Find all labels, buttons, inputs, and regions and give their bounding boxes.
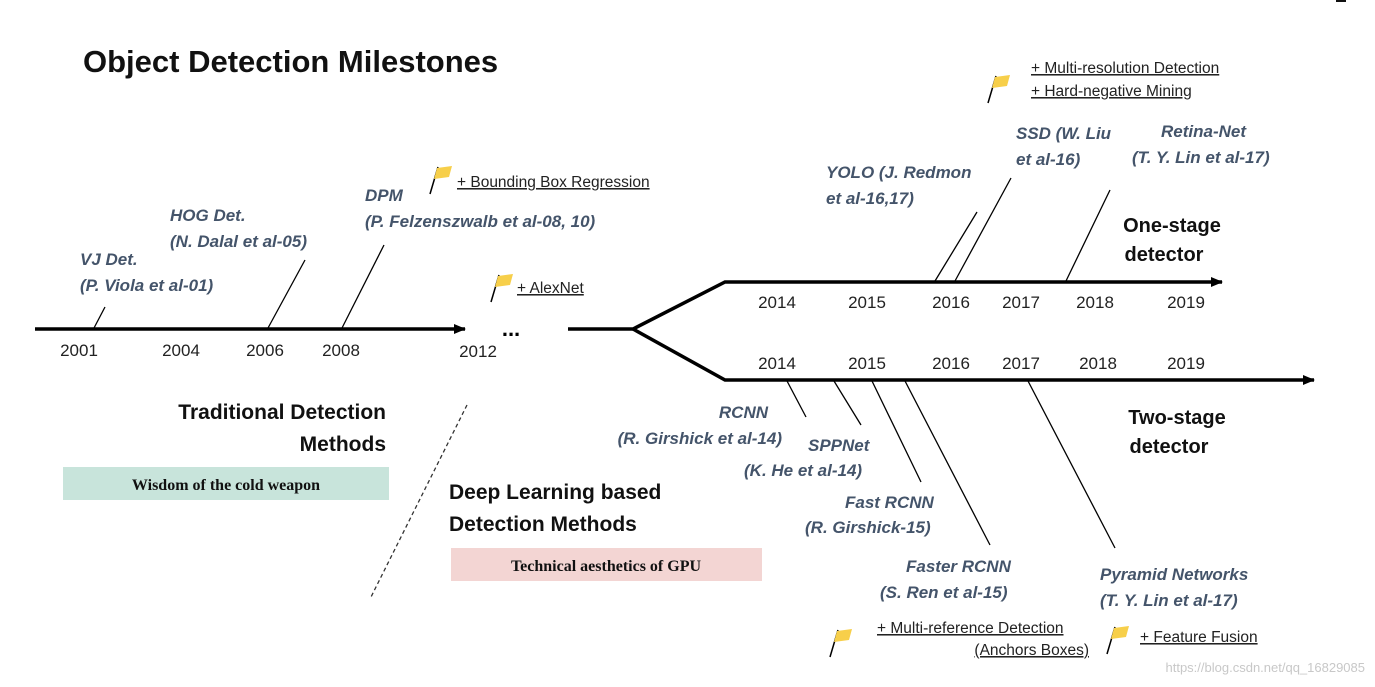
year-label: 2016 (932, 354, 970, 373)
feature-label: + Hard-negative Mining (1031, 83, 1192, 100)
deep-tag-box (451, 548, 762, 581)
detector-name: YOLO (J. Redmon (826, 163, 971, 182)
year-label: 2014 (758, 293, 796, 312)
one-stage-label: One-stage (1123, 215, 1221, 237)
pointer-line (93, 306, 106, 329)
detector-name: SPPNet (808, 436, 871, 455)
traditional-heading: Traditional Detection (178, 401, 386, 424)
detector-citation: (T. Y. Lin et al-17) (1100, 591, 1238, 610)
year-label: 2012 (459, 342, 497, 361)
year-label: 2004 (162, 341, 200, 360)
pointer-line (833, 380, 862, 426)
detector-name: RCNN (719, 403, 769, 422)
deep-heading: Deep Learning based (449, 481, 661, 504)
year-label: 2018 (1076, 293, 1114, 312)
detector-hog: HOG Det. (N. Dalal et al-05) (170, 206, 307, 329)
year-label: 2001 (60, 341, 98, 360)
feature-label: (Anchors Boxes) (974, 642, 1089, 659)
flag-icon (829, 629, 852, 658)
year-label: 2015 (848, 354, 886, 373)
detector-dpm: DPM (P. Felzenszwalb et al-08, 10) (341, 186, 596, 329)
traditional-tag-box (63, 467, 389, 500)
year-label: 2015 (848, 293, 886, 312)
detector-name: Fast RCNN (845, 493, 935, 512)
detector-sppnet: SPPNet (K. He et al-14) (744, 380, 871, 480)
detector-name: VJ Det. (80, 250, 138, 269)
one-stage-branch-axis (568, 277, 1223, 331)
year-label: 2018 (1079, 354, 1117, 373)
year-label: 2017 (1002, 293, 1040, 312)
detector-citation: (P. Felzenszwalb et al-08, 10) (365, 212, 596, 231)
year-label: 2016 (932, 293, 970, 312)
detector-fast-rcnn: Fast RCNN (R. Girshick-15) (805, 380, 935, 537)
traditional-heading: Methods (300, 433, 386, 456)
feature-bbox-regression: + Bounding Box Regression (429, 166, 650, 195)
feature-alexnet: + AlexNet (490, 274, 584, 303)
pointer-line (786, 380, 807, 418)
year-label: 2019 (1167, 354, 1205, 373)
one-stage-label: detector (1125, 244, 1204, 266)
flag-icon (1106, 626, 1129, 655)
detector-citation: (S. Ren et al-15) (880, 583, 1008, 602)
feature-label: + Multi-resolution Detection (1031, 60, 1219, 77)
year-label: 2014 (758, 354, 796, 373)
feature-label: + Bounding Box Regression (457, 174, 650, 191)
detector-ssd: SSD (W. Liu et al-16) (954, 124, 1112, 282)
detector-vj: VJ Det. (P. Viola et al-01) (80, 250, 214, 329)
pointer-line (954, 177, 1012, 282)
pointer-line (1027, 380, 1116, 549)
feature-fusion: + Feature Fusion (1106, 626, 1258, 655)
detector-citation: et al-16,17) (826, 189, 914, 208)
feature-ssd-improvements: + Multi-resolution Detection + Hard-nega… (987, 60, 1219, 104)
pointer-line (871, 380, 922, 483)
detector-rcnn: RCNN (R. Girshick et al-14) (618, 380, 807, 448)
watermark: https://blog.csdn.net/qq_16829085 (1166, 660, 1366, 675)
year-label: 2006 (246, 341, 284, 360)
two-stage-label: Two-stage (1128, 407, 1225, 429)
detector-name: Pyramid Networks (1100, 565, 1248, 584)
pointer-line (1065, 189, 1111, 282)
detector-citation: (T. Y. Lin et al-17) (1132, 148, 1270, 167)
detector-citation: (K. He et al-14) (744, 461, 862, 480)
pointer-line (904, 380, 991, 546)
pointer-line (341, 244, 385, 329)
feature-label: + AlexNet (517, 280, 584, 297)
detector-yolo: YOLO (J. Redmon et al-16,17) (826, 163, 978, 282)
detector-name: Faster RCNN (906, 557, 1012, 576)
deep-tagline: Technical aesthetics of GPU (511, 558, 702, 575)
detector-name: HOG Det. (170, 206, 246, 225)
detector-citation: (N. Dalal et al-05) (170, 232, 307, 251)
detector-name: DPM (365, 186, 404, 205)
detector-name: Retina-Net (1161, 122, 1247, 141)
year-label: 2017 (1002, 354, 1040, 373)
pointer-line (267, 259, 306, 329)
detector-citation: (P. Viola et al-01) (80, 276, 214, 295)
feature-multi-reference: + Multi-reference Detection (Anchors Box… (829, 620, 1089, 659)
year-label: 2008 (322, 341, 360, 360)
flag-icon (490, 274, 513, 303)
two-stage-label: detector (1130, 436, 1209, 458)
detector-name: SSD (W. Liu (1016, 124, 1112, 143)
page-title: Object Detection Milestones (83, 44, 498, 79)
feature-label: + Feature Fusion (1140, 629, 1258, 646)
flag-icon (987, 75, 1010, 104)
two-stage-branch-axis (632, 327, 1315, 385)
pointer-line (934, 211, 978, 282)
detector-faster-rcnn: Faster RCNN (S. Ren et al-15) (880, 380, 1012, 602)
detector-citation: et al-16) (1016, 150, 1081, 169)
detector-citation: (R. Girshick et al-14) (618, 429, 783, 448)
deep-heading: Detection Methods (449, 513, 637, 536)
detector-citation: (R. Girshick-15) (805, 518, 931, 537)
year-label: 2019 (1167, 293, 1205, 312)
detector-pyramid-networks: Pyramid Networks (T. Y. Lin et al-17) (1027, 380, 1248, 610)
traditional-tagline: Wisdom of the cold weapon (132, 477, 320, 494)
detector-retina-net: Retina-Net (T. Y. Lin et al-17) (1065, 122, 1270, 282)
era-separator (370, 404, 468, 598)
feature-label: + Multi-reference Detection (877, 620, 1064, 637)
flag-icon (429, 166, 452, 195)
timeline-ellipsis: ... (502, 316, 520, 341)
